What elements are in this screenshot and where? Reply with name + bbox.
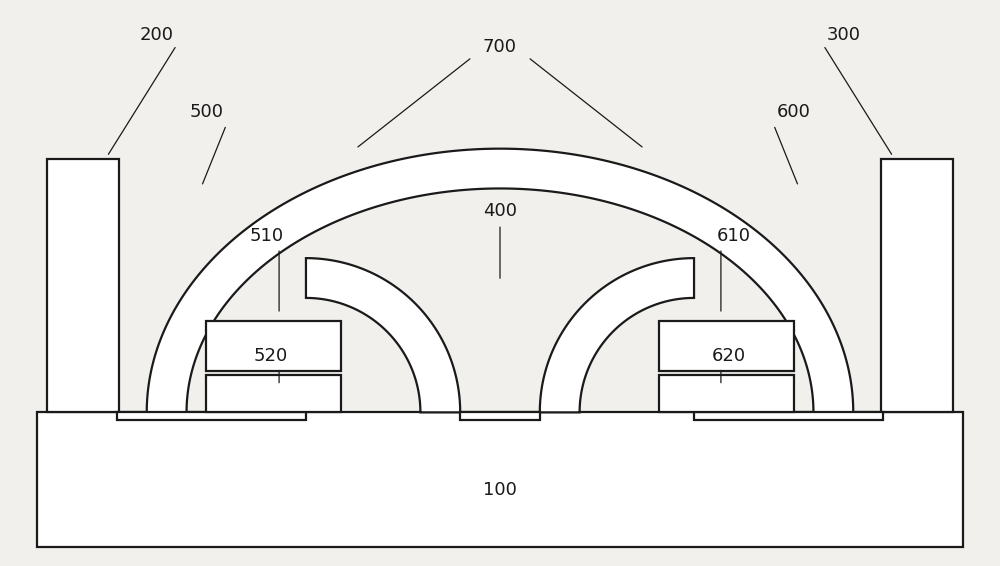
Polygon shape bbox=[147, 149, 853, 413]
Bar bbox=[206, 321, 341, 371]
Text: 100: 100 bbox=[483, 481, 517, 499]
Bar bbox=[37, 413, 963, 547]
Text: 510: 510 bbox=[249, 227, 283, 245]
Text: 600: 600 bbox=[777, 103, 810, 121]
Polygon shape bbox=[540, 258, 694, 413]
Bar bbox=[659, 321, 794, 371]
Text: 400: 400 bbox=[483, 203, 517, 220]
Text: 300: 300 bbox=[826, 26, 860, 44]
Bar bbox=[659, 375, 794, 413]
Text: 200: 200 bbox=[140, 26, 174, 44]
Bar bbox=[47, 158, 119, 413]
Text: 520: 520 bbox=[254, 346, 288, 365]
Polygon shape bbox=[306, 258, 460, 413]
Text: 500: 500 bbox=[189, 103, 223, 121]
Text: 620: 620 bbox=[712, 346, 746, 365]
Bar bbox=[881, 158, 953, 413]
Bar bbox=[694, 413, 883, 421]
Text: 610: 610 bbox=[717, 227, 751, 245]
Bar bbox=[460, 413, 540, 421]
Bar bbox=[206, 375, 341, 413]
Bar bbox=[117, 413, 306, 421]
Text: 700: 700 bbox=[483, 38, 517, 56]
